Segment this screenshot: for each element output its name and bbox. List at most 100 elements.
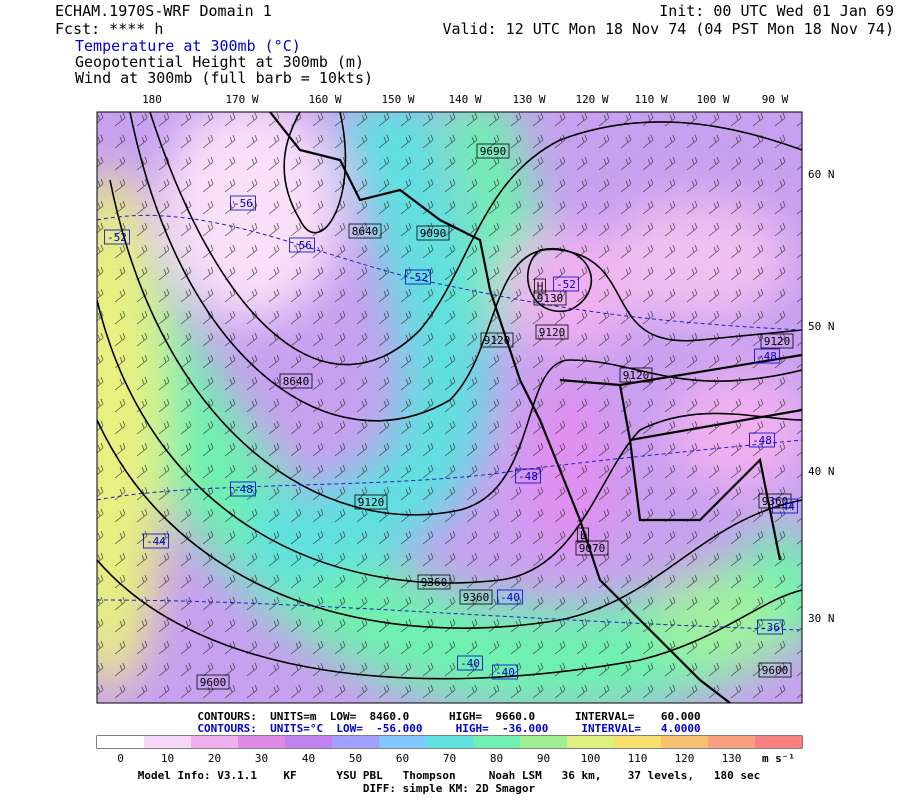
contour-label: 9090 [420,227,447,240]
colorbar-swatch [191,736,238,748]
contour-label: -52 [556,278,576,291]
contour-label: 9070 [579,542,606,555]
contour-info: CONTOURS: UNITS=m LOW= 8460.0 HIGH= 9660… [197,710,700,723]
contour-label: -48 [518,470,538,483]
contour-label: -40 [495,666,515,679]
contour-label: -44 [146,535,166,548]
colorbar-swatch [708,736,755,748]
contour-label: -48 [757,350,777,363]
colorbar-label: 90 [537,752,550,765]
latitude-label: 30 N [808,612,835,625]
contour-label-box [405,269,431,285]
longitude-label: 140 W [448,93,481,106]
contour-label: -48 [752,434,772,447]
contour-label-box [492,664,518,680]
contour-label: L [580,529,587,542]
colorbar-label: 10 [161,752,174,765]
colorbar-swatch [332,736,379,748]
colorbar-swatch [520,736,567,748]
contour-label-box [534,278,546,294]
contour-label-box [575,540,609,556]
contour-label: 9600 [762,664,789,677]
longitude-label: 90 W [762,93,789,106]
contour-label-box [535,324,569,340]
contour-info: CONTOURS: UNITS=°C LOW= -56.000 HIGH= -3… [197,722,700,735]
contour-label-box [230,481,256,497]
contour-label: H [537,280,544,293]
contour-label-box [553,276,579,292]
contour-label-box [757,619,783,635]
contour-label: 8640 [283,375,310,388]
colorbar-label: 120 [675,752,695,765]
colorbar-swatch [567,736,614,748]
colorbar-label: 50 [349,752,362,765]
colorbar-swatch [661,736,708,748]
contour-label-box [196,674,230,690]
map-field [97,112,802,703]
colorbar-swatch [97,736,144,748]
contour-label: 8640 [352,225,379,238]
contour-label: 9360 [421,576,448,589]
contour-label-box [143,533,169,549]
contour-label-box [772,498,798,514]
longitude-label: 170 W [225,93,258,106]
contour-label: 9120 [484,334,511,347]
header-right: Init: 00 UTC Wed 01 Jan 69 [659,2,894,20]
colorbar-label: 60 [396,752,409,765]
contour-label-box [279,373,313,389]
colorbar-label: 100 [581,752,601,765]
contour-label: 9360 [463,591,490,604]
contour-label: 9120 [358,496,385,509]
colorbar-label: 70 [443,752,456,765]
colorbar-swatch [379,736,426,748]
contour-label-box [758,662,792,678]
contour-label-box [480,332,514,348]
contour-label-box [749,432,775,448]
contour-label: 9600 [200,676,227,689]
contour-label: 9120 [623,369,650,382]
contour-label: -44 [775,500,795,513]
model-info: DIFF: simple KM: 2D Smagor [363,782,536,795]
contour-label-box [476,143,510,159]
colorbar-swatch [473,736,520,748]
field-title: Temperature at 300mb (°C) [75,37,301,55]
contour-label: -36 [760,621,780,634]
contour-label-box [754,348,780,364]
colorbar-swatch [238,736,285,748]
map-frame [96,111,803,704]
contour-label-box [619,367,653,383]
latitude-label: 50 N [808,320,835,333]
colorbar-label: 110 [628,752,648,765]
contour-label: 9130 [537,292,564,305]
colorbar-label: 30 [255,752,268,765]
colorbar-swatch [426,736,473,748]
contour-label-box [533,290,567,306]
contour-label-box [416,225,450,241]
contour-label: -40 [500,591,520,604]
latitude-label: 40 N [808,465,835,478]
colorbar-label: 130 [722,752,742,765]
longitude-label: 160 W [308,93,341,106]
longitude-label: 110 W [634,93,667,106]
contour-label: 9120 [539,326,566,339]
contour-label: -56 [292,239,312,252]
colorbar-swatch [755,736,802,748]
colorbar-label: 40 [302,752,315,765]
longitude-label: 100 W [696,93,729,106]
colorbar-swatch [144,736,191,748]
model-info: Model Info: V3.1.1 KF YSU PBL Thompson N… [138,769,761,782]
contour-label: -40 [460,657,480,670]
contour-label-box [497,589,523,605]
contour-label: -52 [408,271,428,284]
contour-label-box [577,527,589,543]
contour-label-box [417,574,451,590]
field-title: Wind at 300mb (full barb = 10kts) [75,69,373,87]
field-title: Geopotential Height at 300mb (m) [75,53,364,71]
contour-label: 9690 [480,145,507,158]
header-left: ECHAM.1970S-WRF Domain 1 [55,2,272,20]
longitude-label: 120 W [575,93,608,106]
contour-label: -56 [233,197,253,210]
contour-label-box [230,195,256,211]
